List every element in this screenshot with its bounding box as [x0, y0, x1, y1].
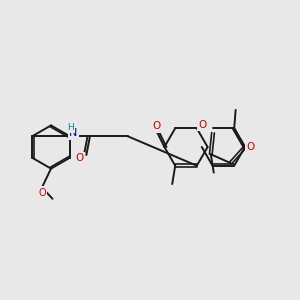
- Text: O: O: [246, 142, 254, 152]
- Text: H: H: [67, 123, 74, 132]
- Text: O: O: [152, 122, 160, 131]
- Text: O: O: [38, 188, 46, 198]
- Text: N: N: [69, 128, 78, 138]
- Text: O: O: [198, 120, 206, 130]
- Text: O: O: [76, 153, 84, 163]
